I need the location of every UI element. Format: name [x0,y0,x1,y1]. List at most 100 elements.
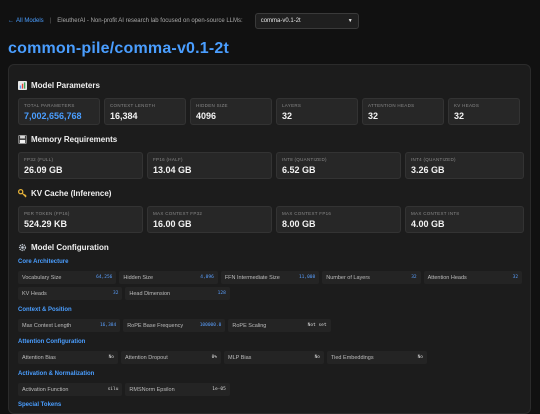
stat-card: HIDDEN SIZE 4096 [190,98,272,125]
model-select[interactable]: comma-v0.1-2t ▼ [254,13,359,29]
config-key: Head Dimension [129,290,171,297]
stat-label: ATTENTION HEADS [368,103,415,108]
stat-card: KV HEADS 32 [448,98,520,125]
parameter-cards: TOTAL PARAMETERS 7,002,656,768 CONTEXT L… [18,98,520,125]
config-key: Activation Function [22,386,69,393]
config-key: Attention Heads [427,274,467,281]
stat-value: 32 [368,111,379,121]
gear-icon [18,243,27,252]
config-item: Vocabulary Size 64,256 [18,271,117,284]
config-value: Not set [307,323,327,328]
config-value: 32 [512,275,519,280]
config-key: RoPE Base Frequency [127,322,184,329]
config-group-title: Core Architecture [18,259,69,265]
config-value: 1e-05 [212,387,226,392]
stat-label: KV HEADS [454,103,480,108]
stat-label: HIDDEN SIZE [196,103,228,108]
stat-card: ATTENTION HEADS 32 [362,98,444,125]
config-key: Max Context Length [22,322,72,329]
config-value: 11,008 [298,275,316,280]
config-value: No [314,355,320,360]
stat-label: MAX CONTEXT FP16 [282,211,332,216]
stat-label: TOTAL PARAMETERS [24,103,75,108]
config-group-title: Context & Position [18,307,72,313]
all-models-label: All Models [16,18,44,24]
stat-value: 7,002,656,768 [24,111,82,121]
config-value: silu [107,387,119,392]
config-key: Number of Layers [326,274,370,281]
section-title-parameters: Model Parameters [18,81,100,90]
config-item: Attention Dropout 0% [121,351,221,364]
config-item: Number of Layers 32 [322,271,421,284]
config-item: RMSNorm Epsilon 1e-05 [125,383,230,396]
config-item: Attention Bias No [18,351,118,364]
config-key: Tied Embeddings [331,354,374,361]
config-key: Hidden Size [123,274,154,281]
config-value: 32 [411,275,417,280]
stat-value: 16,384 [110,111,138,121]
stat-card: MAX CONTEXT FP32 16.00 GB [147,206,272,233]
config-item: Hidden Size 4,096 [119,271,218,284]
stat-card: INT8 (QUANTIZED) 6.52 GB [276,152,401,179]
stat-card: TOTAL PARAMETERS 7,002,656,768 [18,98,100,125]
stat-card: FP32 (FULL) 26.09 GB [18,152,143,179]
kv-cache-cards: PER TOKEN (FP16) 524.29 KB MAX CONTEXT F… [18,206,524,233]
stat-value: 3.26 GB [411,165,445,175]
config-item: MLP Bias No [224,351,324,364]
config-value: 16,384 [99,323,117,328]
config-value: 100000.0 [199,323,222,328]
config-value: 128 [217,291,226,296]
floppy-disk-icon [18,135,27,144]
config-key: RMSNorm Epsilon [129,386,175,393]
stat-label: FP32 (FULL) [24,157,54,162]
config-group-title: Attention Configuration [18,339,86,345]
config-item: Head Dimension 128 [125,287,230,300]
section-title-configuration: Model Configuration [18,243,109,252]
memory-cards: FP32 (FULL) 26.09 GB FP16 (HALF) 13.04 G… [18,152,524,179]
all-models-link[interactable]: ← All Models [8,18,44,24]
config-row-filler [430,351,522,364]
stat-label: PER TOKEN (FP16) [24,211,70,216]
config-item: FFN Intermediate Size 11,008 [220,271,320,284]
config-item: Attention Heads 32 [423,271,523,284]
stat-card: LAYERS 32 [276,98,358,125]
config-key: FFN Intermediate Size [224,274,280,281]
top-nav-bar: ← All Models | EleutherAI - Non-profit A… [8,12,359,30]
key-icon [18,189,27,198]
config-key: Attention Bias [22,354,56,361]
stat-label: MAX CONTEXT FP32 [153,211,203,216]
arrow-left-icon: ← [8,18,14,24]
config-row: Attention Bias No Attention Dropout 0% MLP… [18,351,522,364]
stat-value: 524.29 KB [24,219,68,229]
section-title-kv-cache: KV Cache (Inference) [18,189,111,198]
chevron-down-icon: ▼ [347,18,353,24]
config-key: MLP Bias [228,354,252,361]
config-value: 0% [211,355,217,360]
stat-card: MAX CONTEXT INT8 4.00 GB [405,206,524,233]
stat-value: 16.00 GB [153,219,192,229]
config-row: KV Heads 32 Head Dimension 128 [18,287,522,300]
page-title: common-pile/comma-v0.1-2t [8,40,230,57]
nav-separator: | [49,18,52,24]
config-row: Activation Function silu RMSNorm Epsilon 1… [18,383,522,396]
config-key: Vocabulary Size [22,274,62,281]
config-row: Vocabulary Size 64,256 Hidden Size 4,096 F… [18,271,523,284]
stat-value: 8.00 GB [282,219,316,229]
stat-card: CONTEXT LENGTH 16,384 [104,98,186,125]
config-item: RoPE Base Frequency 100000.0 [123,319,226,332]
config-group-title: Special Tokens [18,402,62,408]
config-item: RoPE Scaling Not set [228,319,331,332]
stat-value: 6.52 GB [282,165,316,175]
config-item: Max Context Length 16,384 [18,319,121,332]
model-details-panel: Model Parameters TOTAL PARAMETERS 7,002,… [8,64,531,414]
config-key: KV Heads [22,290,47,297]
stat-value: 32 [454,111,465,121]
stat-card: FP16 (HALF) 13.04 GB [147,152,272,179]
config-value: No [417,355,423,360]
config-item: KV Heads 32 [18,287,123,300]
config-key: Attention Dropout [125,354,168,361]
model-select-value: comma-v0.1-2t [260,18,301,24]
section-title-memory: Memory Requirements [18,135,117,144]
config-value: 4,096 [200,275,214,280]
stat-label: INT4 (QUANTIZED) [411,157,456,162]
